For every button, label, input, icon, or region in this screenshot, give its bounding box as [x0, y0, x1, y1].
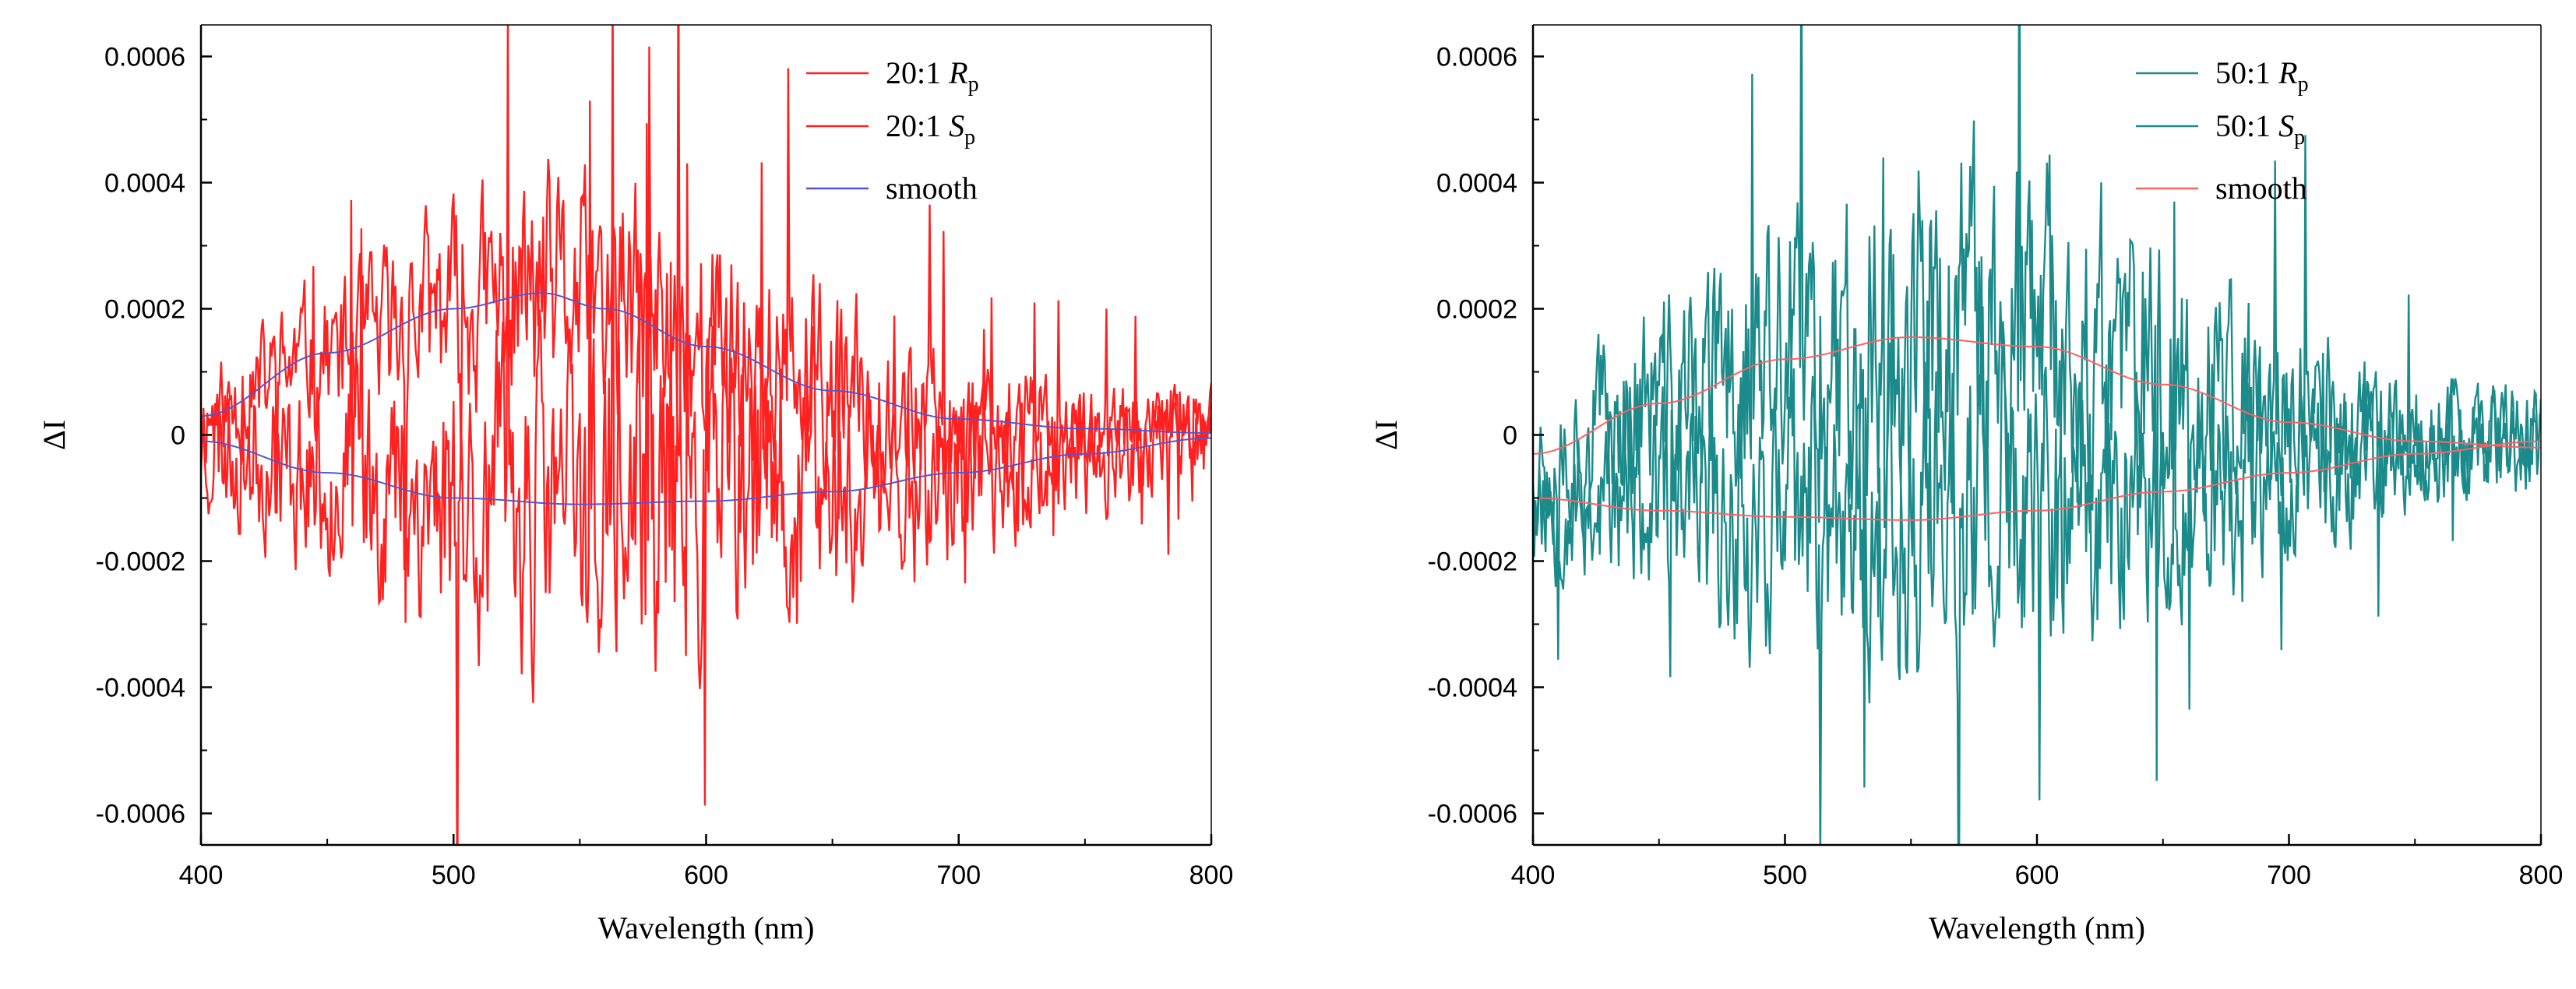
series-smooth-line	[1533, 440, 2541, 521]
y-tick-label: 0.0004	[104, 169, 185, 199]
series-smooth-line	[201, 292, 1211, 435]
y-axis-title: ΔI	[37, 420, 72, 450]
x-tick-label: 400	[179, 861, 224, 890]
y-tick-label: 0.0006	[1436, 43, 1517, 72]
x-tick-label: 500	[1763, 861, 1807, 890]
y-tick-label: 0.0006	[104, 43, 185, 72]
y-axis-title: ΔI	[1369, 420, 1404, 450]
legend-label-Sp: 50:1 Sp	[2215, 108, 2305, 150]
legend-label-Sp: 20:1 Sp	[886, 108, 975, 150]
y-tick-label: 0.0002	[104, 295, 185, 325]
y-tick-label: -0.0004	[96, 674, 185, 703]
series-Sp-line	[201, 25, 1211, 845]
y-tick-label: -0.0002	[96, 547, 185, 577]
x-axis-title: Wavelength (nm)	[1929, 910, 2145, 945]
x-tick-label: 800	[2519, 861, 2564, 890]
series-smooth-line	[201, 437, 1211, 505]
y-tick-label: 0.0004	[1436, 169, 1517, 199]
chart-panel-2: -0.0006 -0.0004 -0.0002 0 0.0002 0.0004 0.0006…	[1369, 24, 2564, 945]
x-axis-title: Wavelength (nm)	[598, 910, 815, 945]
y-tick-label: -0.0006	[1428, 800, 1517, 829]
y-tick-label: 0	[171, 421, 185, 451]
y-tick-label: -0.0006	[96, 800, 185, 829]
chart-panel-1: -0.0006 -0.0004 -0.0002 0 0.0002 0.0004 0.0006…	[37, 24, 1234, 945]
x-tick-label: 700	[936, 861, 981, 890]
y-tick-label: -0.0004	[1428, 674, 1517, 703]
x-tick-label: 600	[684, 861, 728, 890]
legend-label-smooth: smooth	[886, 171, 978, 206]
x-tick-label: 800	[1189, 861, 1234, 890]
legend-label-Rp: 50:1 Rp	[2215, 55, 2309, 97]
x-tick-label: 700	[2267, 861, 2311, 890]
x-tick-label: 400	[1511, 861, 1556, 890]
y-tick-label: -0.0002	[1428, 547, 1517, 577]
series-smooth-line	[1533, 336, 2541, 455]
series-Sp-line	[1533, 201, 2541, 845]
series-Rp-line	[1533, 25, 2541, 788]
y-tick-label: 0	[1503, 421, 1517, 451]
x-tick-label: 500	[432, 861, 476, 890]
legend-label-Rp: 20:1 Rp	[886, 55, 979, 97]
x-tick-label: 600	[2015, 861, 2060, 890]
legend-label-smooth: smooth	[2215, 171, 2307, 206]
y-tick-label: 0.0002	[1436, 295, 1517, 325]
